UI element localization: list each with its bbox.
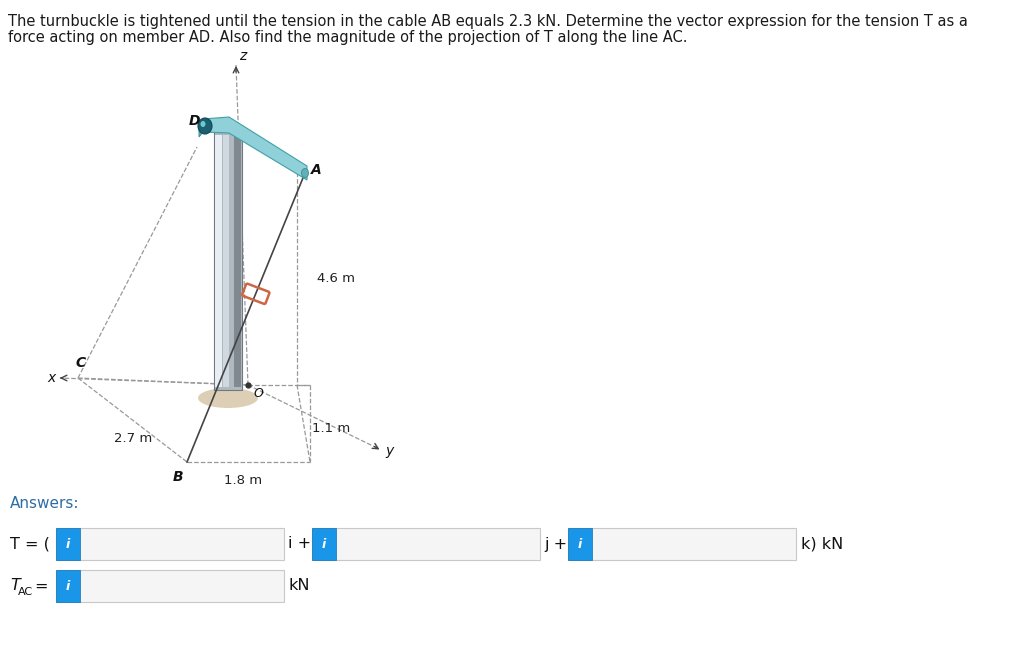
Text: i: i — [577, 537, 583, 550]
Ellipse shape — [301, 168, 309, 177]
Bar — [56, 570, 284, 602]
Text: The turnbuckle is tightened until the tension in the cable AB equals 2.3 kN. Det: The turnbuckle is tightened until the te… — [8, 14, 968, 29]
Text: j +: j + — [544, 537, 567, 551]
Bar — [568, 528, 592, 560]
Text: =: = — [34, 579, 47, 593]
Text: i: i — [65, 537, 71, 550]
Text: Answers:: Answers: — [10, 496, 80, 511]
Text: O: O — [253, 387, 263, 400]
Text: x: x — [47, 371, 55, 385]
Text: i +: i + — [288, 537, 311, 551]
Text: 1.8 m: 1.8 m — [225, 474, 263, 487]
Ellipse shape — [200, 121, 205, 127]
Text: T: T — [10, 579, 19, 593]
Text: y: y — [385, 444, 393, 458]
Bar — [568, 528, 796, 560]
Ellipse shape — [198, 388, 258, 408]
Text: 1.1 m: 1.1 m — [312, 422, 351, 435]
Bar — [56, 528, 284, 560]
Text: kN: kN — [289, 579, 311, 593]
Text: i: i — [65, 579, 71, 593]
Polygon shape — [199, 119, 203, 137]
Text: B: B — [173, 470, 184, 484]
Polygon shape — [203, 117, 307, 180]
Bar — [214, 132, 242, 390]
Bar — [56, 570, 80, 602]
Text: A: A — [311, 163, 322, 177]
Ellipse shape — [198, 118, 212, 134]
Text: C: C — [76, 356, 86, 370]
Bar — [234, 135, 241, 387]
Text: D: D — [189, 114, 200, 128]
Bar — [312, 528, 336, 560]
Text: 2.7 m: 2.7 m — [114, 432, 152, 445]
Text: AC: AC — [18, 587, 33, 597]
Bar — [223, 135, 229, 387]
Text: k) kN: k) kN — [801, 537, 843, 551]
Text: z: z — [239, 49, 246, 63]
Bar — [56, 528, 80, 560]
Text: T = (: T = ( — [10, 537, 50, 551]
Text: force acting on member AD. Also find the magnitude of the projection of T along : force acting on member AD. Also find the… — [8, 30, 688, 45]
Bar — [312, 528, 540, 560]
Text: 4.6 m: 4.6 m — [317, 272, 355, 285]
Bar — [215, 135, 222, 387]
Text: i: i — [322, 537, 326, 550]
